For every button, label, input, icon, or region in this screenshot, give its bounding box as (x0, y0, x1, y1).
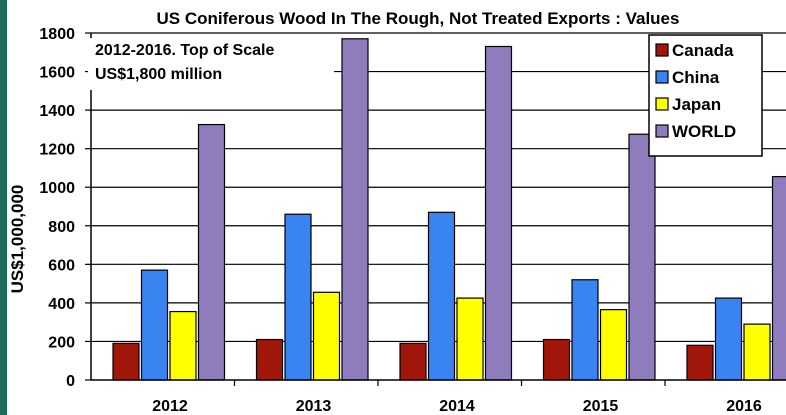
y-tick-label: 0 (66, 373, 75, 390)
bar-china-2015 (571, 279, 599, 381)
bar-japan-2015 (599, 309, 628, 381)
subtitle-line-2: US$1,800 million (95, 66, 222, 83)
legend-swatch-china (655, 70, 669, 84)
legend: Canada China Japan WORLD (648, 34, 763, 157)
chart-title: US Coniferous Wood In The Rough, Not Tre… (157, 9, 680, 28)
bar-canada-2014 (399, 342, 427, 381)
bar-japan-2016 (743, 323, 771, 381)
bar-world-2014 (484, 45, 513, 381)
y-axis-ticks: 0 200 400 600 800 1000 1200 1400 1600 1800 (39, 26, 91, 390)
y-tick-label: 400 (48, 296, 75, 313)
bar-world-2015 (628, 133, 656, 381)
legend-label-canada: Canada (672, 41, 734, 60)
y-tick-label: 1000 (39, 180, 75, 197)
y-tick-label: 1200 (39, 142, 75, 159)
x-tick-label: 2016 (726, 398, 762, 415)
x-tick-label: 2015 (583, 398, 619, 415)
bar-japan-2013 (312, 291, 341, 381)
subtitle-box (88, 38, 334, 90)
bar-china-2014 (427, 211, 456, 381)
bars (112, 38, 786, 381)
y-tick-label: 1400 (39, 103, 75, 120)
legend-swatch-japan (655, 97, 669, 111)
y-tick-label: 1800 (39, 26, 75, 43)
legend-swatch-canada (655, 43, 669, 57)
bar-canada-2015 (542, 338, 571, 381)
y-axis-label: US$1,000,000 (8, 185, 27, 294)
bar-china-2012 (140, 269, 169, 381)
subtitle-line-1: 2012-2016. Top of Scale (95, 42, 274, 59)
x-tick-label: 2013 (296, 398, 332, 415)
y-tick-label: 600 (48, 257, 75, 274)
bar-china-2016 (714, 297, 743, 381)
legend-swatch-world (655, 124, 669, 138)
bar-china-2013 (284, 213, 312, 381)
x-tick-label: 2014 (439, 398, 475, 415)
y-tick-label: 800 (48, 219, 75, 236)
bar-world-2012 (197, 123, 226, 381)
legend-label-japan: Japan (672, 95, 721, 114)
bar-canada-2013 (255, 338, 284, 381)
y-tick-label: 1600 (39, 65, 75, 82)
left-frame-bar (0, 0, 7, 415)
legend-label-china: China (672, 68, 720, 87)
y-tick-label: 200 (48, 334, 75, 351)
bar-canada-2012 (112, 342, 140, 381)
bar-japan-2012 (169, 310, 197, 381)
legend-label-world: WORLD (672, 122, 736, 141)
x-tick-label: 2012 (152, 398, 188, 415)
bar-world-2013 (341, 38, 369, 381)
bar-japan-2014 (456, 297, 484, 381)
bar-canada-2016 (686, 344, 714, 381)
x-axis-ticks: 2012 2013 2014 2015 2016 (152, 380, 762, 415)
bar-world-2016 (771, 176, 786, 381)
